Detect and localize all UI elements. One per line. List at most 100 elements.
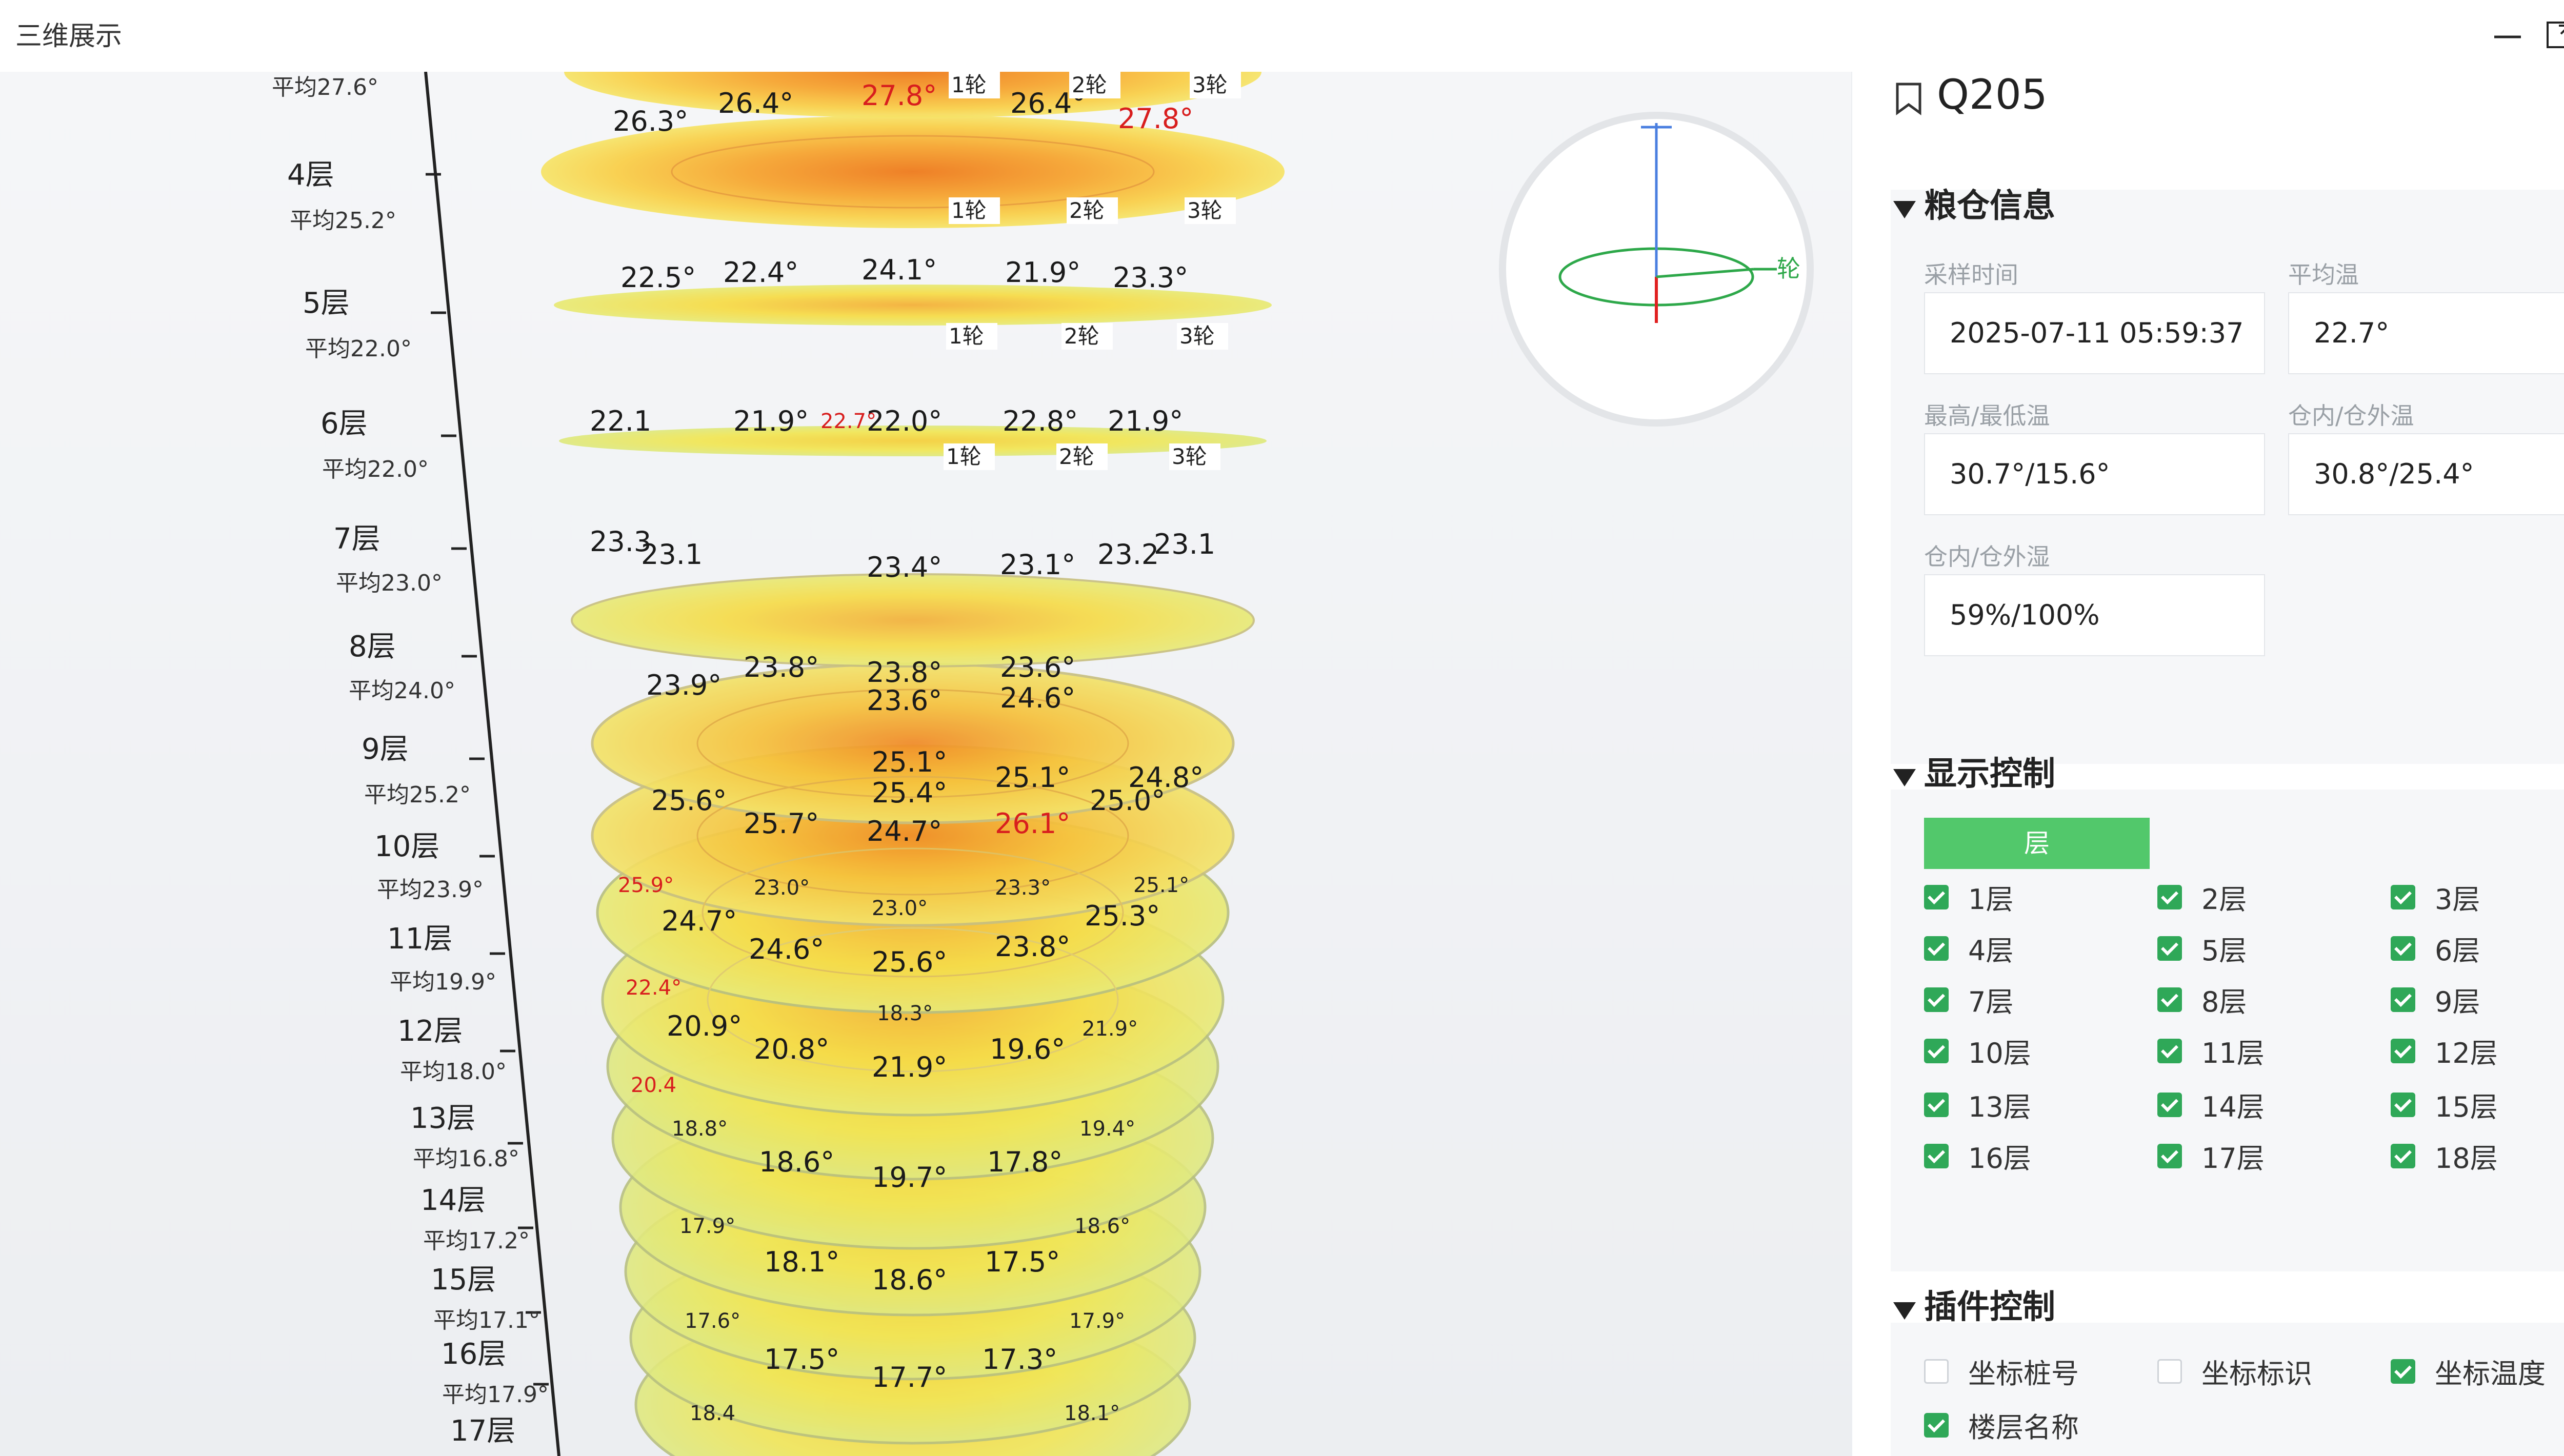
- in-out-temp-field: 30.8°/25.4°: [2288, 433, 2564, 515]
- plugin-checkbox[interactable]: 楼层名称: [1924, 1405, 2079, 1445]
- checkbox-icon[interactable]: [1924, 1092, 1949, 1117]
- minimize-icon[interactable]: [2491, 18, 2524, 51]
- temp-label: 19.6°: [990, 1033, 1065, 1065]
- orientation-compass[interactable]: 轮: [1499, 112, 1814, 427]
- temp-label: 24.7°: [867, 815, 942, 847]
- layer-checkbox[interactable]: 15层: [2391, 1084, 2498, 1125]
- in-out-hum-field: 59%/100%: [1924, 574, 2265, 656]
- temp-label: 23.2: [1097, 538, 1159, 571]
- temp-label: 23.8°: [995, 931, 1070, 963]
- plugin-checkbox[interactable]: 坐标温度: [2391, 1351, 2546, 1391]
- checkbox-icon[interactable]: [2391, 1359, 2415, 1384]
- temp-label: 17.9°: [679, 1215, 735, 1238]
- checkbox-icon[interactable]: [1924, 884, 1949, 909]
- plugin-checkbox[interactable]: 坐标桩号: [1924, 1351, 2079, 1391]
- display-control-heading[interactable]: 显示控制: [1924, 755, 2055, 793]
- checkbox-icon[interactable]: [2157, 1092, 2182, 1117]
- temp-label: 23.1°: [1000, 549, 1075, 581]
- level-name-17: 17层: [450, 1414, 515, 1448]
- checkbox-icon[interactable]: [2391, 1038, 2415, 1063]
- layer-checkbox[interactable]: 1层: [1924, 877, 2013, 917]
- checkbox-icon[interactable]: [2157, 987, 2182, 1012]
- layer-checkbox[interactable]: 3层: [2391, 877, 2480, 917]
- layer-checkbox[interactable]: 2层: [2157, 877, 2247, 917]
- ring-labels: 1轮 2轮 3轮 1轮 2轮 3轮 1轮 2轮 3轮 1轮 2轮 3轮: [944, 72, 1241, 470]
- level-name-8: 8层: [349, 630, 396, 663]
- temp-label: 23.6°: [1000, 651, 1075, 683]
- checkbox-icon[interactable]: [1924, 987, 1949, 1012]
- layer-checkbox[interactable]: 11层: [2157, 1030, 2265, 1071]
- checkbox-icon[interactable]: [2157, 1143, 2182, 1168]
- title-bar: 三维展示: [0, 0, 2564, 72]
- sample-time-label: 采样时间: [1924, 261, 2018, 289]
- layer-checkbox-label: 12层: [2435, 1037, 2498, 1069]
- temp-label: 26.4°: [718, 87, 793, 119]
- temp-label: 18.3°: [877, 1002, 933, 1025]
- layer-checkbox[interactable]: 12层: [2391, 1030, 2498, 1071]
- layer-checkbox[interactable]: 9层: [2391, 979, 2480, 1020]
- layer-checkbox[interactable]: 4层: [1924, 928, 2013, 968]
- temp-label: 25.1°: [1133, 874, 1189, 897]
- level-avg-5: 平均22.0°: [305, 336, 412, 362]
- maximize-icon[interactable]: [2543, 18, 2564, 51]
- temp-label: 22.4°: [723, 256, 798, 289]
- level-avg-14: 平均17.2°: [423, 1228, 530, 1254]
- layer-checkbox-label: 17层: [2201, 1142, 2265, 1175]
- 3d-viewport[interactable]: 平均27.6° 4层 平均25.2° 5层 平均22.0° 6层 平均22.0°…: [0, 72, 1851, 1456]
- layer-checkbox[interactable]: 16层: [1924, 1136, 2031, 1176]
- temp-label: 23.3°: [1113, 261, 1188, 294]
- app-title: 三维展示: [15, 21, 123, 52]
- grain-info-heading[interactable]: 粮仓信息: [1924, 187, 2055, 225]
- temp-label: 27.8°: [1118, 103, 1193, 135]
- checkbox-icon[interactable]: [2391, 1092, 2415, 1117]
- layer-checkbox-label: 10层: [1968, 1037, 2031, 1069]
- layer-checkbox-label: 4层: [1968, 935, 2014, 967]
- layer-checkbox[interactable]: 13层: [1924, 1084, 2031, 1125]
- checkbox-icon[interactable]: [2157, 884, 2182, 909]
- layer-button[interactable]: 层: [1924, 818, 2150, 869]
- layer-checkbox[interactable]: 18层: [2391, 1136, 2498, 1176]
- level-avg-3: 平均27.6°: [272, 74, 378, 100]
- layer-checkbox[interactable]: 5层: [2157, 928, 2247, 968]
- layer-checkbox[interactable]: 7层: [1924, 979, 2013, 1020]
- silo-3d-scene[interactable]: 平均27.6° 4层 平均25.2° 5层 平均22.0° 6层 平均22.0°…: [0, 72, 1851, 1456]
- checkbox-icon[interactable]: [2391, 987, 2415, 1012]
- temp-label: 21.9°: [1108, 405, 1183, 437]
- checkbox-icon[interactable]: [1924, 1412, 1949, 1438]
- plugin-checkbox[interactable]: 坐标标识: [2157, 1351, 2312, 1391]
- checkbox-icon[interactable]: [2157, 1359, 2182, 1384]
- collapse-triangle-icon[interactable]: [1893, 1302, 1916, 1320]
- checkbox-icon[interactable]: [1924, 1359, 1949, 1384]
- layer-checkbox[interactable]: 14层: [2157, 1084, 2265, 1125]
- checkbox-icon[interactable]: [2157, 1038, 2182, 1063]
- collapse-triangle-icon[interactable]: [1893, 769, 1916, 786]
- checkbox-icon[interactable]: [2391, 936, 2415, 961]
- checkbox-icon[interactable]: [2157, 936, 2182, 961]
- info-panel: Q205 粮仓信息 采样时间 2025-07-11 05:59:37 平均温 2…: [1851, 71, 2564, 1456]
- temp-label: 20.9°: [667, 1010, 742, 1042]
- layer-checkbox-label: 8层: [2201, 986, 2247, 1018]
- layer-checkbox[interactable]: 8层: [2157, 979, 2247, 1020]
- ring-label: 2轮: [1064, 323, 1099, 349]
- checkbox-icon[interactable]: [2391, 1143, 2415, 1168]
- temp-label: 26.3°: [613, 105, 688, 137]
- temp-label: 23.4°: [867, 551, 942, 583]
- level-name-10: 10层: [374, 830, 439, 863]
- layer-checkbox[interactable]: 17层: [2157, 1136, 2265, 1176]
- layer-checkbox[interactable]: 10层: [1924, 1030, 2031, 1071]
- temp-label: 23.1: [1154, 528, 1215, 560]
- checkbox-icon[interactable]: [1924, 936, 1949, 961]
- temp-label: 19.4°: [1079, 1117, 1135, 1141]
- checkbox-icon[interactable]: [2391, 884, 2415, 909]
- collapse-triangle-icon[interactable]: [1893, 201, 1916, 218]
- plugin-control-heading[interactable]: 插件控制: [1924, 1288, 2055, 1326]
- compass-axis-label: 轮: [1777, 255, 1800, 282]
- temp-label: 18.1°: [764, 1246, 839, 1278]
- temp-label: 23.8°: [867, 656, 942, 689]
- checkbox-icon[interactable]: [1924, 1038, 1949, 1063]
- level-avg-10: 平均23.9°: [377, 877, 484, 903]
- temp-label: 25.0°: [1090, 784, 1165, 817]
- layer-checkbox[interactable]: 6层: [2391, 928, 2480, 968]
- temp-label: 22.0°: [867, 405, 942, 437]
- checkbox-icon[interactable]: [1924, 1143, 1949, 1168]
